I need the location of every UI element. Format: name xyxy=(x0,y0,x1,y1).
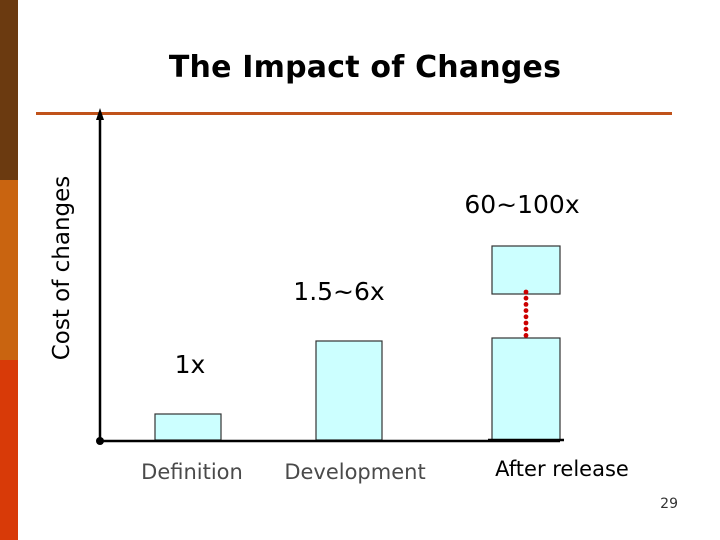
axis-origin-dot xyxy=(96,437,104,445)
page-number: 29 xyxy=(660,496,678,512)
category-label-1: Definition xyxy=(141,460,243,484)
bar-3-upper xyxy=(491,245,561,295)
category-label-3: After release xyxy=(495,457,629,481)
y-axis-arrow xyxy=(96,108,104,120)
range-dot xyxy=(523,333,529,338)
range-dot xyxy=(523,326,529,332)
value-label-3: 60~100x xyxy=(464,190,580,219)
range-dot xyxy=(523,314,529,320)
range-dot xyxy=(523,308,529,313)
range-dot xyxy=(523,295,529,301)
value-label-1: 1x xyxy=(174,350,206,379)
range-dot xyxy=(523,289,529,295)
title-underline xyxy=(36,112,672,115)
side-band-top xyxy=(0,0,18,180)
side-band-middle xyxy=(0,180,18,360)
slide-title: The Impact of Changes xyxy=(168,50,562,85)
range-dots-layer xyxy=(523,289,529,338)
range-dot xyxy=(523,302,529,307)
bars-layer xyxy=(154,245,564,442)
bar-2 xyxy=(315,340,383,441)
value-label-2: 1.5~6x xyxy=(293,277,385,306)
category-label-2: Development xyxy=(284,460,426,484)
side-band-bottom xyxy=(0,360,18,540)
bar-1 xyxy=(154,413,222,441)
range-dot xyxy=(523,320,529,326)
bar-3-lower xyxy=(491,337,561,441)
